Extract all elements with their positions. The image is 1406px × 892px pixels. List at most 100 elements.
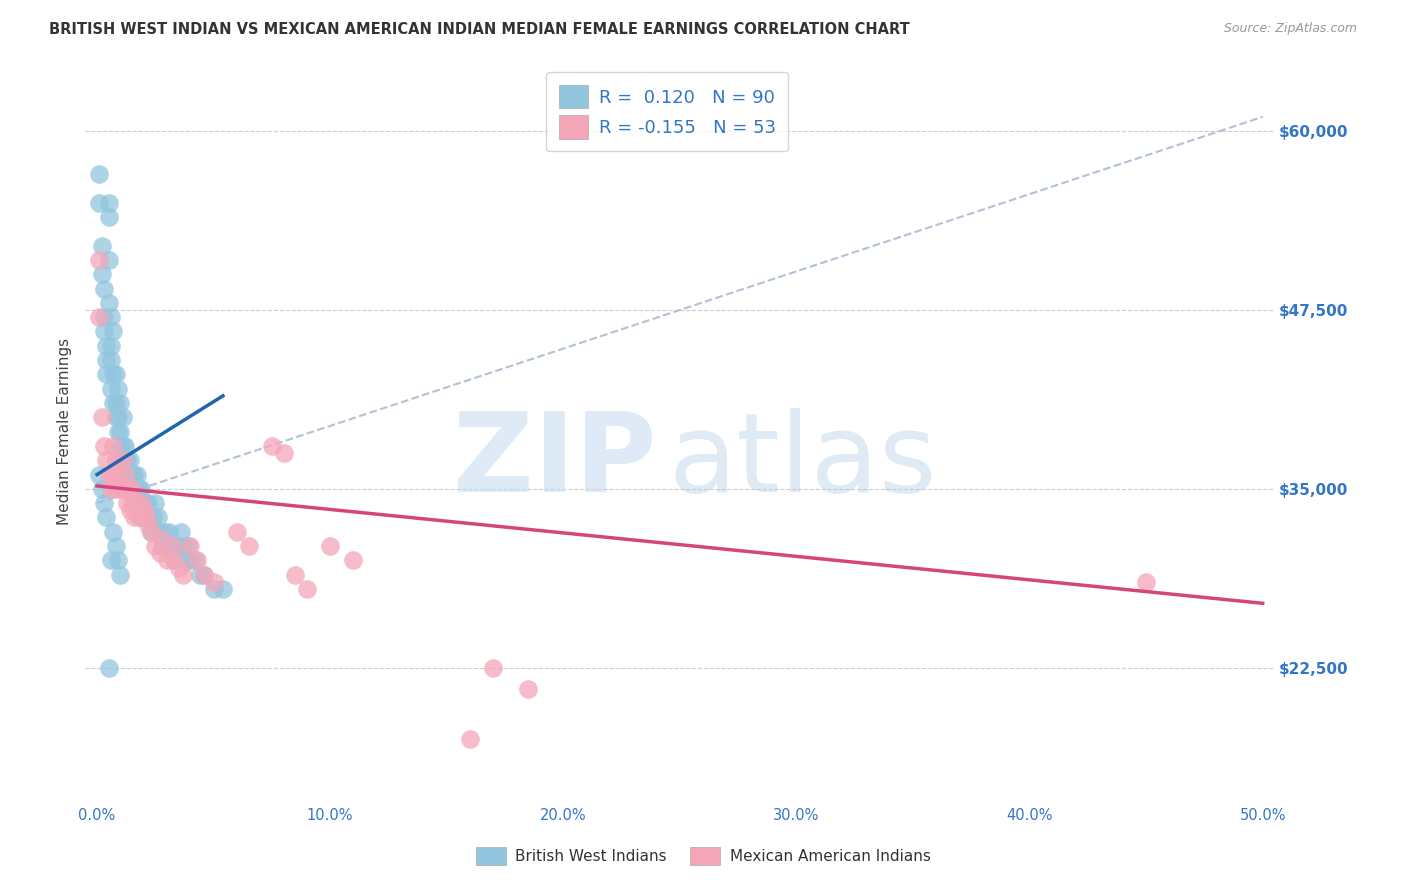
Point	[284, 567, 307, 582]
Point	[104, 410, 127, 425]
Point	[103, 368, 125, 382]
Point	[90, 267, 112, 281]
Point	[121, 482, 143, 496]
Point	[114, 453, 136, 467]
Point	[89, 252, 111, 267]
Point	[100, 553, 122, 567]
Point	[193, 567, 215, 582]
Point	[110, 425, 132, 439]
Point	[104, 453, 127, 467]
Point	[482, 661, 505, 675]
Point	[149, 546, 172, 560]
Point	[97, 252, 120, 267]
Point	[97, 661, 120, 675]
Point	[103, 439, 125, 453]
Point	[104, 482, 127, 496]
Legend: R =  0.120   N = 90, R = -0.155   N = 53: R = 0.120 N = 90, R = -0.155 N = 53	[546, 72, 789, 152]
Point	[225, 524, 247, 539]
Point	[110, 396, 132, 410]
Point	[96, 368, 118, 382]
Point	[110, 453, 132, 467]
Point	[93, 281, 115, 295]
Point	[107, 425, 129, 439]
Point	[142, 510, 165, 524]
Point	[90, 238, 112, 252]
Point	[153, 524, 176, 539]
Point	[100, 310, 122, 325]
Point	[143, 539, 166, 553]
Point	[111, 410, 134, 425]
Point	[177, 539, 200, 553]
Point	[114, 482, 136, 496]
Point	[104, 368, 127, 382]
Point	[89, 467, 111, 482]
Point	[93, 325, 115, 339]
Point	[90, 410, 112, 425]
Point	[167, 560, 190, 574]
Point	[107, 467, 129, 482]
Point	[170, 524, 193, 539]
Point	[149, 524, 172, 539]
Point	[172, 539, 194, 553]
Point	[110, 439, 132, 453]
Point	[260, 439, 283, 453]
Point	[179, 539, 201, 553]
Point	[146, 510, 169, 524]
Point	[128, 482, 150, 496]
Point	[117, 453, 139, 467]
Point	[150, 532, 173, 546]
Point	[93, 496, 115, 510]
Point	[139, 524, 162, 539]
Point	[100, 482, 122, 496]
Point	[103, 467, 125, 482]
Point	[125, 496, 148, 510]
Point	[139, 524, 162, 539]
Point	[131, 510, 153, 524]
Point	[124, 482, 146, 496]
Point	[89, 310, 111, 325]
Point	[128, 510, 150, 524]
Point	[97, 210, 120, 224]
Point	[136, 510, 159, 524]
Point	[117, 496, 139, 510]
Point	[111, 439, 134, 453]
Point	[179, 553, 201, 567]
Point	[517, 682, 540, 697]
Point	[295, 582, 318, 596]
Point	[124, 510, 146, 524]
Point	[96, 453, 118, 467]
Point	[174, 553, 197, 567]
Point	[128, 496, 150, 510]
Point	[160, 539, 183, 553]
Point	[238, 539, 260, 553]
Point	[111, 453, 134, 467]
Text: Source: ZipAtlas.com: Source: ZipAtlas.com	[1223, 22, 1357, 36]
Point	[131, 482, 153, 496]
Point	[131, 496, 153, 510]
Point	[100, 339, 122, 353]
Point	[125, 467, 148, 482]
Point	[104, 396, 127, 410]
Point	[163, 553, 186, 567]
Point	[136, 517, 159, 532]
Point	[135, 510, 157, 524]
Point	[132, 496, 155, 510]
Point	[100, 353, 122, 368]
Legend: British West Indians, Mexican American Indians: British West Indians, Mexican American I…	[470, 841, 936, 871]
Point	[110, 567, 132, 582]
Point	[202, 574, 225, 589]
Point	[89, 167, 111, 181]
Point	[93, 310, 115, 325]
Point	[93, 439, 115, 453]
Point	[97, 195, 120, 210]
Point	[319, 539, 342, 553]
Point	[136, 496, 159, 510]
Text: atlas: atlas	[668, 408, 936, 515]
Point	[186, 553, 208, 567]
Point	[160, 539, 183, 553]
Point	[110, 482, 132, 496]
Point	[1135, 574, 1157, 589]
Point	[107, 553, 129, 567]
Point	[193, 567, 215, 582]
Point	[184, 553, 207, 567]
